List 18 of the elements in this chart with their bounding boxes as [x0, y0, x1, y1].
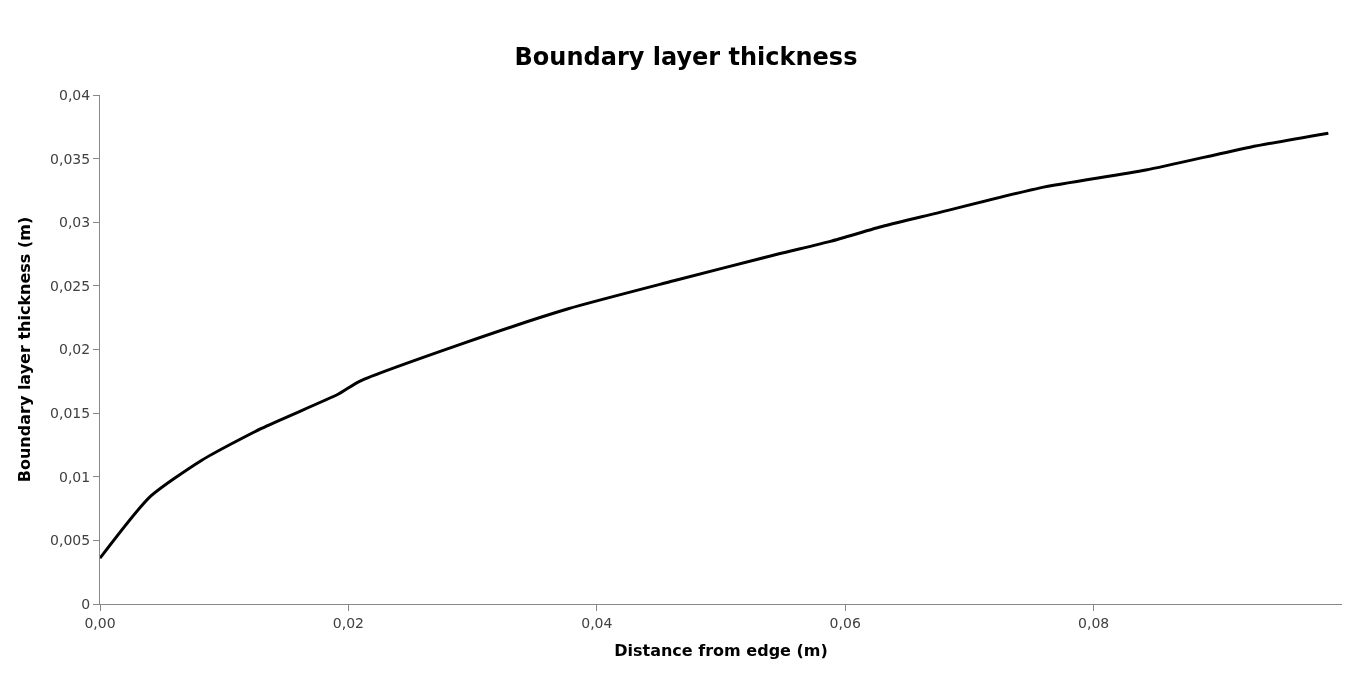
y-tick-label: 0,035 — [50, 150, 91, 167]
y-tick-label: 0,03 — [59, 214, 91, 231]
x-tick-label: 0,06 — [829, 614, 861, 631]
x-axis-title: Distance from edge (m) — [614, 641, 828, 661]
y-tick-label: 0,01 — [59, 468, 91, 485]
chart-title: Boundary layer thickness — [514, 42, 858, 71]
y-tick-label: 0,015 — [50, 405, 91, 422]
x-tick-label: 0,02 — [332, 614, 364, 631]
y-tick-label: 0,005 — [50, 532, 91, 549]
line-series — [100, 131, 1330, 560]
x-tick-label: 0,00 — [84, 614, 116, 631]
y-axis-title: Boundary layer thickness (m) — [15, 216, 35, 483]
y-tick-label: 0 — [81, 595, 91, 612]
y-tick-label: 0,04 — [59, 86, 91, 103]
x-tick-label: 0,04 — [581, 614, 613, 631]
y-tick-label: 0,025 — [50, 277, 91, 294]
x-tick-label: 0,08 — [1078, 614, 1110, 631]
y-tick-label: 0,02 — [59, 341, 91, 358]
